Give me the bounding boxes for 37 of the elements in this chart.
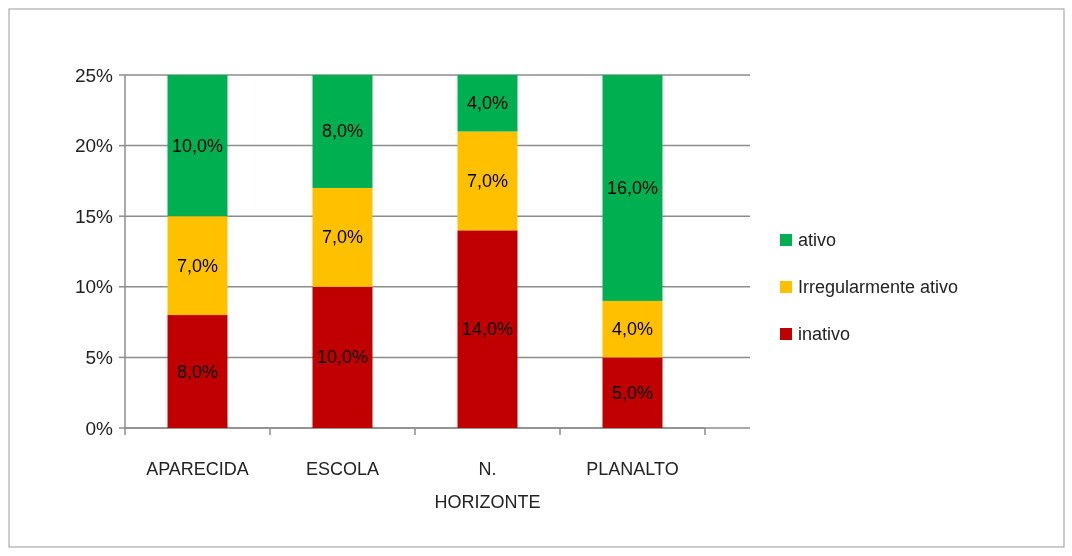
y-tick-label: 25% bbox=[74, 64, 114, 86]
bar bbox=[457, 75, 518, 132]
data-label: 10,0% bbox=[316, 347, 369, 368]
data-label: 14,0% bbox=[461, 319, 514, 340]
data-label: 7,0% bbox=[466, 170, 509, 191]
y-tick-label: 0% bbox=[85, 417, 114, 439]
data-label: 4,0% bbox=[611, 319, 654, 340]
bar bbox=[312, 286, 373, 428]
bar bbox=[167, 75, 228, 217]
bar bbox=[312, 187, 373, 287]
bar bbox=[167, 216, 228, 316]
bar bbox=[167, 315, 228, 428]
y-tick-label: 15% bbox=[74, 205, 114, 227]
x-tick-label: APARECIDA bbox=[146, 459, 249, 479]
bar bbox=[457, 131, 518, 231]
bar bbox=[602, 300, 663, 358]
x-tick-label: N. HORIZONTE bbox=[434, 459, 541, 512]
data-label: 16,0% bbox=[606, 177, 659, 198]
data-label: 7,0% bbox=[176, 255, 219, 276]
data-label: 10,0% bbox=[171, 135, 224, 156]
bar bbox=[602, 357, 663, 428]
bar bbox=[457, 230, 518, 428]
x-tick-label: PLANALTO bbox=[586, 459, 679, 479]
legend-label: Irregularmente ativo bbox=[798, 277, 959, 297]
y-tick-label: 5% bbox=[85, 346, 114, 368]
y-tick-label: 20% bbox=[74, 135, 114, 157]
bar bbox=[312, 75, 373, 188]
legend-label: ativo bbox=[798, 230, 837, 250]
x-tick-label: ESCOLA bbox=[305, 459, 380, 479]
data-label: 8,0% bbox=[321, 121, 364, 142]
legend-label: inativo bbox=[798, 324, 851, 344]
data-label: 7,0% bbox=[321, 227, 364, 248]
data-label: 5,0% bbox=[611, 382, 654, 403]
y-tick-label: 10% bbox=[74, 276, 114, 298]
bar bbox=[602, 75, 663, 301]
data-label: 8,0% bbox=[176, 361, 219, 382]
data-label: 4,0% bbox=[466, 93, 509, 114]
